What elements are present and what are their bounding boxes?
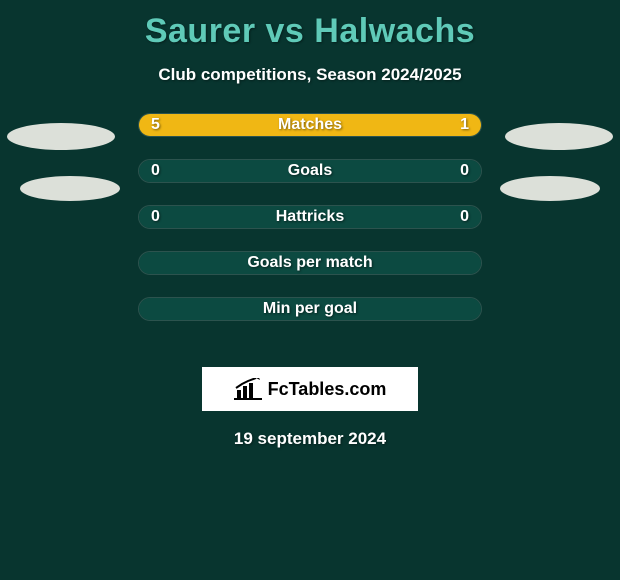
player-left-avatar-2 (20, 176, 120, 201)
bar-right-fill (402, 114, 481, 136)
brand-badge: FcTables.com (202, 367, 418, 411)
player-right-avatar-2 (500, 176, 600, 201)
bar-row: 00Hattricks (138, 205, 482, 229)
bar-track (139, 252, 481, 274)
bar-track (139, 298, 481, 320)
bar-left-fill (139, 114, 402, 136)
bar-row: 51Matches (138, 113, 482, 137)
bar-row: Min per goal (138, 297, 482, 321)
subtitle: Club competitions, Season 2024/2025 (0, 65, 620, 85)
date-label: 19 september 2024 (0, 429, 620, 449)
bar-row: Goals per match (138, 251, 482, 275)
brand-chart-icon (234, 378, 262, 400)
bar-row: 00Goals (138, 159, 482, 183)
comparison-chart: 51Matches 00Goals 00Hattricks Goals per mat… (0, 113, 620, 373)
player-left-avatar-1 (7, 123, 115, 150)
bar-track (139, 206, 481, 228)
page-title: Saurer vs Halwachs (0, 0, 620, 51)
bars-container: 51Matches 00Goals 00Hattricks Goals per mat… (138, 113, 482, 343)
brand-label: FcTables.com (268, 379, 387, 400)
bar-track (139, 160, 481, 182)
player-right-avatar-1 (505, 123, 613, 150)
